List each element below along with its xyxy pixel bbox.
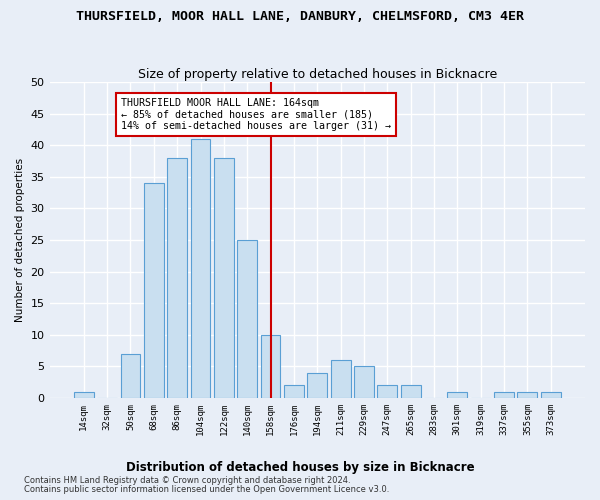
Text: THURSFIELD MOOR HALL LANE: 164sqm
← 85% of detached houses are smaller (185)
14%: THURSFIELD MOOR HALL LANE: 164sqm ← 85% … — [121, 98, 391, 131]
Bar — [191, 139, 211, 398]
Bar — [214, 158, 234, 398]
Bar — [541, 392, 560, 398]
Bar — [238, 240, 257, 398]
Bar — [354, 366, 374, 398]
Bar — [307, 372, 327, 398]
Bar — [517, 392, 538, 398]
Text: Distribution of detached houses by size in Bicknacre: Distribution of detached houses by size … — [125, 461, 475, 474]
Text: Contains HM Land Registry data © Crown copyright and database right 2024.: Contains HM Land Registry data © Crown c… — [24, 476, 350, 485]
Y-axis label: Number of detached properties: Number of detached properties — [15, 158, 25, 322]
Bar — [121, 354, 140, 398]
Title: Size of property relative to detached houses in Bicknacre: Size of property relative to detached ho… — [137, 68, 497, 81]
Bar — [260, 334, 280, 398]
Text: THURSFIELD, MOOR HALL LANE, DANBURY, CHELMSFORD, CM3 4ER: THURSFIELD, MOOR HALL LANE, DANBURY, CHE… — [76, 10, 524, 23]
Bar — [377, 386, 397, 398]
Text: Contains public sector information licensed under the Open Government Licence v3: Contains public sector information licen… — [24, 485, 389, 494]
Bar — [167, 158, 187, 398]
Bar — [494, 392, 514, 398]
Bar — [144, 183, 164, 398]
Bar — [401, 386, 421, 398]
Bar — [331, 360, 350, 398]
Bar — [448, 392, 467, 398]
Bar — [74, 392, 94, 398]
Bar — [284, 386, 304, 398]
